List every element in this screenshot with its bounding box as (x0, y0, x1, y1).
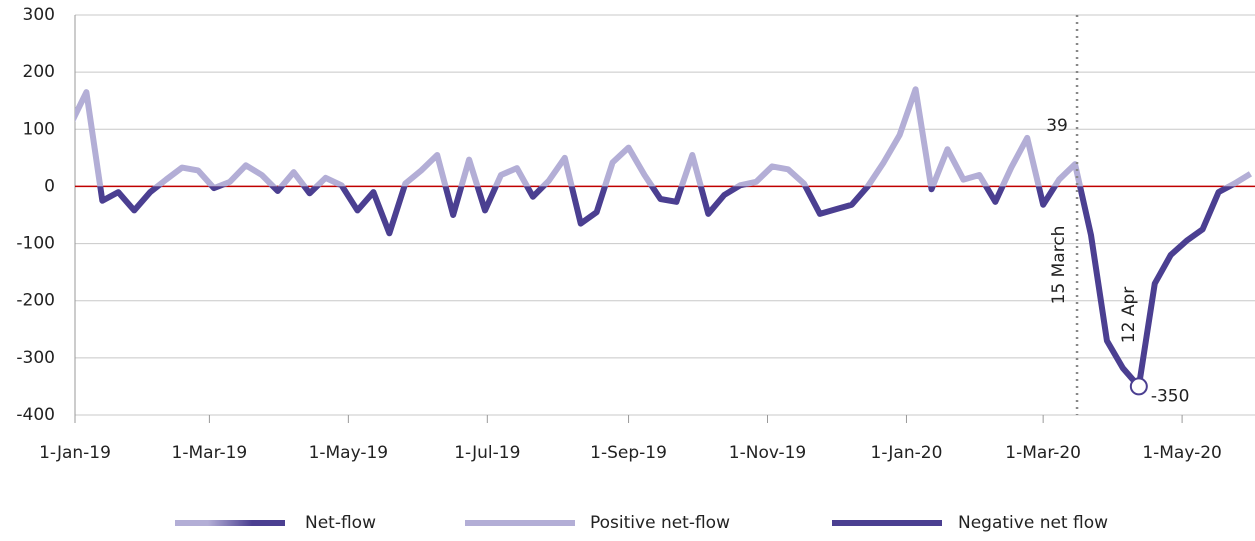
value-label: 39 (1046, 116, 1068, 136)
annotation-label: 12 Apr (1119, 287, 1139, 343)
y-tick-label: -100 (16, 234, 55, 254)
x-tick-label: 1-Sep-19 (590, 443, 667, 463)
y-tick-label: -200 (16, 291, 55, 311)
negative-line (97, 186, 1236, 390)
positive-line (75, 86, 1253, 187)
y-tick-label: 300 (23, 5, 55, 25)
x-tick-label: 1-Mar-19 (172, 443, 248, 463)
value-label: -350 (1151, 386, 1190, 406)
y-tick-label: 0 (44, 176, 55, 196)
x-tick-label: 1-Jul-19 (454, 443, 520, 463)
x-tick-label: 1-Jan-20 (871, 443, 943, 463)
point-marker (1129, 377, 1148, 396)
x-tick-label: 1-Nov-19 (729, 443, 806, 463)
legend-label: Positive net-flow (590, 513, 730, 533)
legend-label: Net-flow (305, 513, 376, 533)
y-tick-label: 200 (23, 62, 55, 82)
x-tick-label: 1-Mar-20 (1005, 443, 1081, 463)
x-tick-label: 1-Jan-19 (39, 443, 111, 463)
x-tick-label: 1-May-20 (1142, 443, 1222, 463)
annotation-label: 15 March (1049, 226, 1069, 305)
y-tick-label: -400 (16, 405, 55, 425)
y-tick-label: -300 (16, 348, 55, 368)
y-tick-label: 100 (23, 119, 55, 139)
legend-label: Negative net flow (958, 513, 1108, 533)
x-tick-label: 1-May-19 (309, 443, 389, 463)
